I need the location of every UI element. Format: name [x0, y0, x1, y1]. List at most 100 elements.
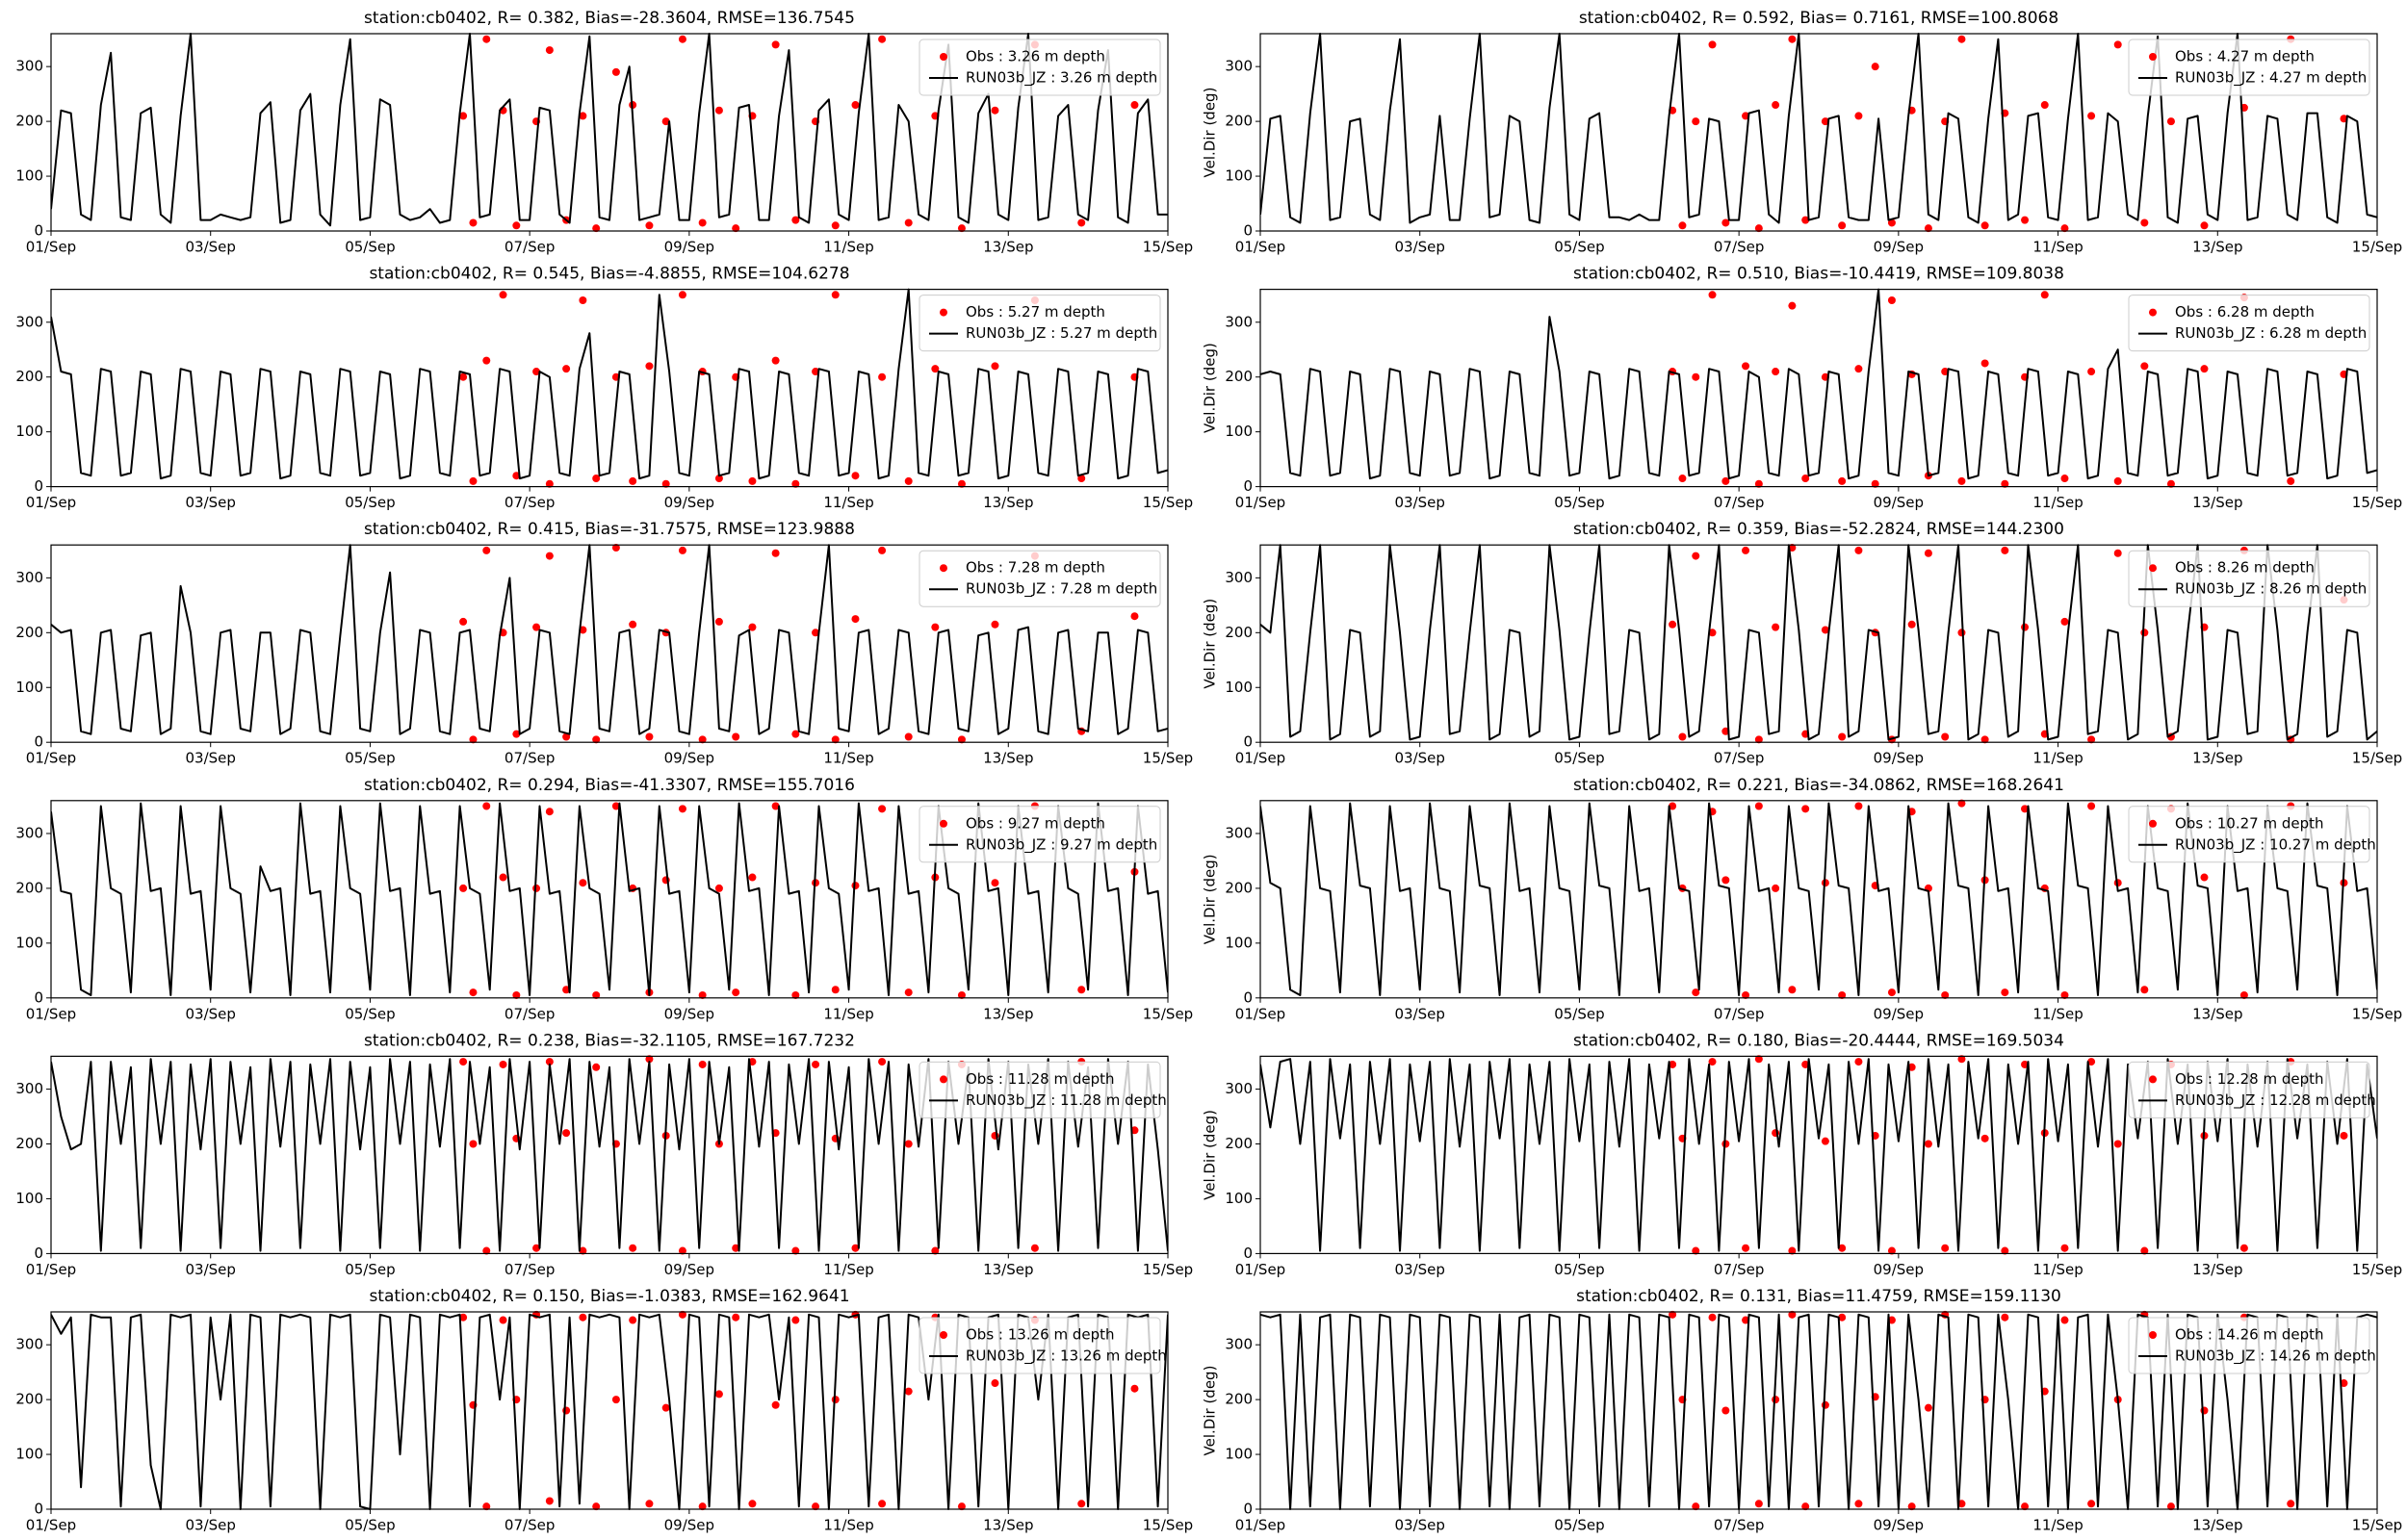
- obs-point: [1742, 1244, 1750, 1252]
- obs-point: [2287, 476, 2295, 485]
- y-tick-label: 300: [1225, 313, 1253, 330]
- obs-point: [1130, 1384, 1139, 1393]
- obs-point: [1957, 35, 1966, 43]
- obs-point: [1678, 221, 1687, 230]
- y-tick-label: 300: [15, 824, 43, 841]
- axes-frame: [1259, 289, 2378, 488]
- y-axis-label: Vel.Dir (deg): [1202, 599, 1219, 689]
- obs-point: [2060, 617, 2069, 626]
- obs-point: [851, 615, 860, 624]
- obs-point: [2166, 479, 2175, 488]
- obs-point: [629, 476, 637, 485]
- x-tick-label: 13/Sep: [983, 750, 1033, 767]
- y-tick-label: 300: [15, 1080, 43, 1097]
- panel-title: station:cb0402, R= 0.592, Bias= 0.7161, …: [1579, 9, 2058, 28]
- y-tick-label: 200: [15, 1391, 43, 1408]
- y-tick-label: 200: [15, 113, 43, 130]
- obs-point: [512, 990, 521, 999]
- x-tick-label: 03/Sep: [186, 494, 236, 511]
- legend-marker: [940, 308, 947, 317]
- y-tick-label: 300: [1225, 824, 1253, 841]
- obs-point: [1678, 732, 1687, 741]
- x-tick-label: 01/Sep: [1235, 750, 1285, 767]
- obs-point: [1941, 732, 1950, 741]
- x-tick-label: 13/Sep: [2192, 239, 2242, 256]
- x-tick-label: 15/Sep: [2352, 1005, 2402, 1022]
- obs-point: [1838, 221, 1847, 230]
- obs-point: [1871, 479, 1879, 488]
- legend-marker: [2149, 1075, 2157, 1084]
- y-tick-label: 300: [1225, 58, 1253, 75]
- obs-point: [1957, 629, 1966, 637]
- obs-point: [459, 617, 468, 626]
- y-tick-label: 200: [15, 879, 43, 896]
- axes-frame: [1259, 800, 2378, 999]
- x-tick-label: 15/Sep: [1143, 239, 1193, 256]
- obs-point: [732, 224, 740, 233]
- obs-point: [469, 218, 478, 227]
- obs-point: [1924, 1403, 1932, 1412]
- x-tick-label: 09/Sep: [1874, 239, 1924, 256]
- x-tick-label: 15/Sep: [1143, 494, 1193, 511]
- obs-point: [2200, 365, 2209, 373]
- obs-point: [2200, 221, 2209, 230]
- x-tick-label: 09/Sep: [664, 1517, 714, 1534]
- obs-point: [791, 216, 800, 224]
- obs-point: [1838, 732, 1847, 741]
- obs-point: [661, 479, 670, 488]
- legend: Obs : 4.27 m depth RUN03b_JZ : 4.27 m dep…: [2128, 38, 2370, 96]
- y-axis-label: Vel.Dir (deg): [1202, 854, 1219, 944]
- obs-point: [1742, 990, 1750, 999]
- obs-point: [831, 291, 840, 299]
- obs-point: [878, 372, 887, 381]
- model-line: [1260, 288, 2377, 480]
- obs-point: [1871, 63, 1879, 71]
- legend-marker: [2149, 564, 2157, 573]
- y-tick-label: 200: [15, 368, 43, 385]
- panel: station:cb0402, R= 0.510, Bias=-10.4419,…: [1202, 265, 2403, 511]
- x-tick-label: 05/Sep: [1554, 750, 1604, 767]
- obs-point: [1821, 1400, 1829, 1409]
- obs-point: [714, 106, 723, 115]
- obs-point: [459, 112, 468, 120]
- x-tick-label: 11/Sep: [2032, 494, 2083, 511]
- y-tick-label: 300: [15, 58, 43, 75]
- axes-frame: [1259, 544, 2378, 743]
- x-tick-label: 07/Sep: [505, 494, 555, 511]
- obs-point: [592, 990, 601, 999]
- y-axis-label: Vel.Dir (deg): [1202, 343, 1219, 433]
- obs-point: [678, 546, 686, 554]
- x-tick-label: 11/Sep: [823, 1517, 873, 1534]
- x-tick-label: 03/Sep: [1395, 750, 1445, 767]
- obs-point: [1907, 620, 1916, 629]
- x-tick-label: 07/Sep: [505, 239, 555, 256]
- obs-point: [1772, 101, 1780, 110]
- obs-point: [1077, 218, 1086, 227]
- obs-point: [851, 101, 860, 110]
- obs-point: [1742, 546, 1750, 554]
- x-tick-label: 03/Sep: [186, 750, 236, 767]
- panel-title: station:cb0402, R= 0.221, Bias=-34.0862,…: [1573, 776, 2064, 795]
- obs-point: [2001, 479, 2009, 488]
- x-tick-label: 03/Sep: [1395, 239, 1445, 256]
- legend-box: [2128, 550, 2370, 607]
- model-line: [1260, 1058, 2377, 1252]
- y-tick-label: 300: [15, 569, 43, 586]
- legend-label: RUN03b_JZ : 4.27 m depth: [2175, 69, 2367, 88]
- y-tick-label: 0: [34, 988, 43, 1006]
- obs-point: [579, 879, 587, 887]
- obs-point: [678, 35, 686, 43]
- obs-point: [771, 802, 780, 810]
- x-tick-label: 01/Sep: [26, 1517, 76, 1534]
- obs-point: [698, 218, 707, 227]
- obs-point: [592, 735, 601, 744]
- obs-point: [532, 368, 541, 376]
- obs-point: [1669, 620, 1677, 629]
- obs-point: [1130, 101, 1139, 110]
- obs-point: [1772, 368, 1780, 376]
- x-tick-label: 05/Sep: [1554, 1005, 1604, 1022]
- obs-point: [991, 620, 999, 629]
- panel-title: station:cb0402, R= 0.415, Bias=-31.7575,…: [364, 520, 855, 539]
- obs-point: [562, 1129, 571, 1138]
- x-tick-label: 13/Sep: [2192, 750, 2242, 767]
